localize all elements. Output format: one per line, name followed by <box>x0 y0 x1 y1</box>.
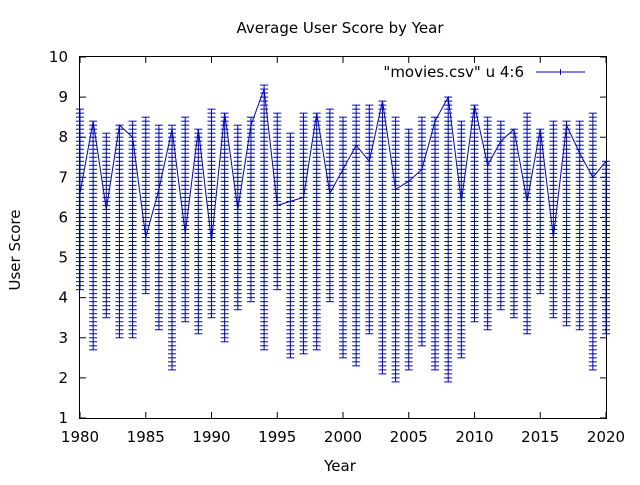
x-tick-label: 2010 <box>455 428 493 446</box>
series-0 <box>76 84 610 383</box>
y-axis-ticks: 1 2 3 4 5 6 7 8 9 10 <box>49 48 606 427</box>
chart-title: Average User Score by Year <box>236 19 444 37</box>
y-tick-label: 2 <box>58 369 68 387</box>
y-tick-label: 9 <box>58 88 68 106</box>
x-tick-label: 2005 <box>390 428 428 446</box>
x-tick-label: 2020 <box>587 428 625 446</box>
x-tick-label: 2015 <box>521 428 559 446</box>
y-tick-label: 6 <box>58 208 68 226</box>
x-axis-label: Year <box>323 457 357 475</box>
y-tick-label: 5 <box>58 249 68 267</box>
series-group <box>76 84 610 383</box>
y-tick-label: 4 <box>58 289 68 307</box>
legend-label: "movies.csv" u 4:6 <box>383 63 524 81</box>
legend: "movies.csv" u 4:6 <box>383 63 585 81</box>
x-tick-label: 2000 <box>324 428 362 446</box>
x-tick-label: 1995 <box>258 428 296 446</box>
y-tick-label: 3 <box>58 329 68 347</box>
y-axis-label: User Score <box>6 210 24 291</box>
x-tick-label: 1980 <box>61 428 99 446</box>
y-tick-label: 7 <box>58 168 68 186</box>
y-tick-label: 1 <box>58 409 68 427</box>
series-line <box>79 88 607 242</box>
y-tick-label: 10 <box>49 48 68 66</box>
x-tick-label: 1985 <box>127 428 165 446</box>
x-tick-label: 1990 <box>192 428 230 446</box>
y-tick-label: 8 <box>58 128 68 146</box>
x-axis-ticks: 1980 1985 1990 1995 2000 2005 2010 2015 2020 <box>61 57 625 446</box>
